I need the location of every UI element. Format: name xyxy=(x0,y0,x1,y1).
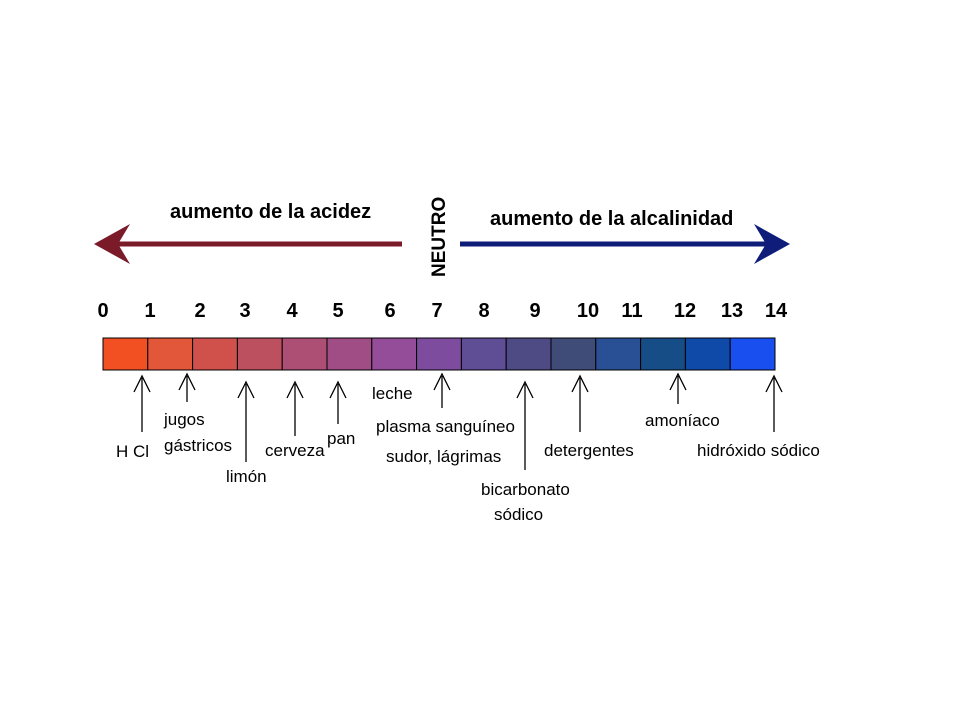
label-pan: pan xyxy=(327,429,355,448)
scale-number-12: 12 xyxy=(674,300,696,322)
pointer-pan xyxy=(329,380,347,424)
label-bicarbonato-line1: bicarbonato xyxy=(481,480,570,499)
label-amoniaco: amoníaco xyxy=(645,411,720,430)
pointer-detergentes xyxy=(571,374,589,432)
label-hidroxido: hidróxido sódico xyxy=(697,441,820,460)
acid-arrow xyxy=(94,224,402,264)
label-leche: leche xyxy=(372,384,413,403)
ph-color-bar xyxy=(102,337,776,371)
scale-number-11: 11 xyxy=(621,300,642,322)
label-limon: limón xyxy=(226,467,267,486)
label-jugos-line2: gástricos xyxy=(164,436,232,455)
substance-pointers xyxy=(133,372,783,470)
scale-number-4: 4 xyxy=(286,300,298,322)
color-cell-1 xyxy=(147,337,194,371)
acid-label: aumento de la acidez xyxy=(170,201,371,223)
scale-number-10: 10 xyxy=(577,300,599,322)
color-cell-4 xyxy=(281,337,328,371)
label-cerveza: cerveza xyxy=(265,441,325,460)
pointer-plasma xyxy=(433,372,451,408)
pointer-cerveza xyxy=(286,380,304,436)
color-cell-6 xyxy=(371,337,418,371)
label-detergentes: detergentes xyxy=(544,441,634,460)
label-plasma-line1: plasma sanguíneo xyxy=(376,417,515,436)
pointer-jugos xyxy=(178,372,196,402)
scale-number-9: 9 xyxy=(529,300,540,322)
scale-number-13: 13 xyxy=(721,300,743,322)
pointer-bicarbonato xyxy=(516,380,534,470)
pointer-amoniaco xyxy=(669,372,687,404)
scale-number-14: 14 xyxy=(765,300,788,322)
scale-numbers: 0 1 2 3 4 5 6 7 8 9 10 11 12 13 14 xyxy=(97,300,788,322)
scale-number-3: 3 xyxy=(239,300,250,322)
pointer-hidroxido xyxy=(765,374,783,432)
color-cell-11 xyxy=(595,337,642,371)
color-cell-0 xyxy=(102,337,149,371)
substance-labels: H Cl jugos gástricos limón cerveza pan l… xyxy=(116,384,820,524)
scale-number-6: 6 xyxy=(384,300,395,322)
label-bicarbonato-line2: sódico xyxy=(494,505,543,524)
pointer-limon xyxy=(237,380,255,462)
scale-number-7: 7 xyxy=(431,300,442,322)
color-cell-2 xyxy=(192,337,238,371)
label-hcl: H Cl xyxy=(116,442,149,461)
color-cell-5 xyxy=(326,337,373,371)
alkaline-label: aumento de la alcalinidad xyxy=(490,208,733,230)
scale-number-5: 5 xyxy=(332,300,343,322)
color-cell-14 xyxy=(729,337,776,371)
color-cell-9 xyxy=(505,337,552,371)
label-plasma-line2: sudor, lágrimas xyxy=(386,447,501,466)
scale-number-2: 2 xyxy=(194,300,205,322)
color-cell-12 xyxy=(640,337,686,371)
scale-number-1: 1 xyxy=(144,300,155,322)
color-cell-10 xyxy=(550,337,597,371)
neutral-label: NEUTRO xyxy=(429,197,450,277)
pointer-hcl xyxy=(133,374,151,432)
color-cell-3 xyxy=(236,337,283,371)
color-cell-7 xyxy=(416,337,462,371)
alkaline-arrow xyxy=(460,224,790,264)
color-cell-8 xyxy=(460,337,507,371)
label-jugos-line1: jugos xyxy=(163,410,205,429)
scale-number-8: 8 xyxy=(478,300,489,322)
scale-number-0: 0 xyxy=(97,300,108,322)
color-cell-13 xyxy=(684,337,731,371)
